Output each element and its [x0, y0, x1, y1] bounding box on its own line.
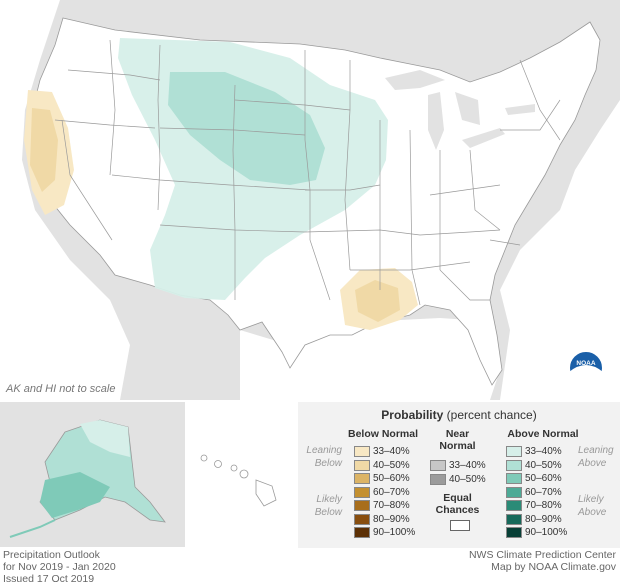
below-color-swatch — [354, 459, 370, 471]
aleutian-islands — [9, 519, 56, 538]
above-color-swatch — [506, 459, 522, 471]
below-color-swatch — [354, 486, 370, 498]
above-color-swatch — [506, 446, 522, 457]
alaska-land-north — [80, 420, 130, 457]
above-swatch-label: 70–80% — [525, 500, 562, 511]
hawaii-islands — [200, 454, 277, 507]
below-swatch-label: 40–50% — [373, 459, 410, 471]
below-40-50-region-gulf — [355, 280, 400, 322]
above-swatch-row: 60–70% — [506, 486, 562, 498]
above-swatch-row: 70–80% — [506, 500, 562, 511]
near-normal-head-1: Near — [445, 428, 470, 440]
near-swatch-label: 40–50% — [449, 473, 486, 485]
above-color-swatch — [506, 513, 522, 525]
near-color-swatch — [430, 460, 446, 471]
above-swatch-row: 40–50% — [506, 459, 562, 471]
footer-issued: Issued 17 Oct 2019 — [3, 573, 95, 585]
alaska-map — [0, 402, 185, 547]
leaning-below-label: Leaning Below — [306, 445, 342, 469]
above-swatch-row: 50–60% — [506, 473, 562, 484]
below-color-swatch — [354, 513, 370, 525]
above-swatch-label: 90–100% — [525, 527, 568, 538]
below-swatch-label: 90–100% — [373, 527, 416, 538]
equal-chances-swatch — [450, 520, 470, 531]
footer-right: NWS Climate Prediction Center Map by NOA… — [469, 549, 616, 573]
above-swatch-row: 80–90% — [506, 513, 562, 525]
noaa-logo: NOAA — [568, 350, 604, 386]
equal-chances-head-2: Chances — [435, 504, 480, 516]
below-color-swatch — [354, 527, 370, 538]
below-color-swatch — [354, 446, 370, 457]
above-swatch-label: 40–50% — [525, 459, 562, 471]
above-normal-head: Above Normal — [507, 428, 579, 440]
footer-period: for Nov 2019 - Jan 2020 — [3, 561, 116, 573]
below-swatch-row: 70–80% — [354, 500, 410, 511]
above-swatch-row: 33–40% — [506, 446, 562, 457]
above-swatch-label: 80–90% — [525, 513, 562, 525]
footer-credit-climate: Map by NOAA Climate.gov — [491, 561, 616, 573]
near-swatch-row: 40–50% — [430, 473, 486, 485]
near-color-swatch — [430, 473, 446, 485]
below-swatch-label: 80–90% — [373, 513, 410, 525]
near-normal-head-2: Normal — [439, 440, 476, 452]
below-color-swatch — [354, 500, 370, 511]
below-normal-head: Below Normal — [347, 428, 418, 440]
below-swatch-row: 50–60% — [354, 473, 410, 484]
above-swatch-label: 33–40% — [525, 446, 562, 457]
gulf-of-mexico — [240, 318, 500, 400]
below-swatch-row: 80–90% — [354, 513, 410, 525]
footer-title: Precipitation Outlook — [3, 549, 100, 561]
footer-left: Precipitation Outlook for Nov 2019 - Jan… — [3, 549, 116, 585]
below-swatch-row: 60–70% — [354, 486, 410, 498]
below-swatch-label: 33–40% — [373, 446, 410, 457]
atlantic-ocean — [500, 0, 620, 400]
noaa-logo-text: NOAA — [576, 360, 595, 367]
scale-note: AK and HI not to scale — [6, 383, 116, 395]
below-40-50-region-west — [30, 108, 58, 192]
likely-above-label: Likely Above — [578, 494, 607, 518]
above-swatch-row: 90–100% — [506, 527, 567, 538]
leaning-above-label: Leaning Above — [578, 445, 614, 469]
near-swatch-row: 33–40% — [430, 460, 486, 471]
above-color-swatch — [506, 500, 522, 511]
above-color-swatch — [506, 486, 522, 498]
alaska-above-50-60-region — [40, 472, 110, 518]
legend: Probability (percent chance) Below Norma… — [298, 402, 620, 548]
state-borders — [54, 39, 561, 306]
lake-ontario — [505, 104, 535, 115]
below-swatch-row: 90–100% — [354, 527, 415, 538]
likely-below-label: Likely Below — [314, 494, 342, 518]
equal-chances-head-1: Equal — [443, 492, 472, 504]
hawaii-map — [186, 402, 296, 547]
lake-huron — [455, 92, 480, 125]
near-swatch-label: 33–40% — [449, 460, 486, 471]
above-40-50-region — [168, 72, 325, 185]
below-swatch-label: 60–70% — [373, 486, 410, 498]
below-swatch-label: 70–80% — [373, 500, 410, 511]
above-color-swatch — [506, 473, 522, 484]
below-swatch-row: 33–40% — [354, 446, 410, 457]
lake-superior — [385, 70, 445, 90]
above-swatch-label: 60–70% — [525, 486, 562, 498]
above-color-swatch — [506, 527, 522, 538]
below-swatch-label: 50–60% — [373, 473, 410, 484]
below-swatch-row: 40–50% — [354, 459, 410, 471]
pacific-ocean — [0, 0, 130, 400]
lake-michigan — [428, 92, 444, 150]
footer-credit-cpc: NWS Climate Prediction Center — [468, 549, 616, 561]
below-color-swatch — [354, 473, 370, 484]
above-swatch-label: 50–60% — [525, 473, 562, 484]
conus-map: NOAA — [0, 0, 620, 400]
lake-erie — [462, 128, 505, 148]
legend-title: Probability (percent chance) — [381, 408, 537, 422]
